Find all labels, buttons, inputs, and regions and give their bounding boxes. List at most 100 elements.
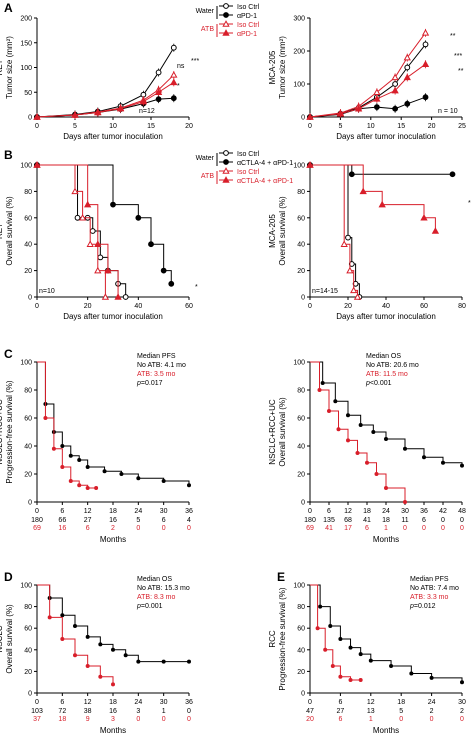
risk-table-cell: 0 [460,517,464,524]
stats-title: Median OS [366,353,401,360]
panel-letter-D: D [4,570,13,584]
data-point [116,104,125,112]
censor-mark [68,479,73,483]
risk-table-cell: 0 [430,716,434,723]
censor-mark [68,453,73,458]
data-point [170,44,177,51]
censor-mark [98,674,103,679]
censor-mark [98,642,103,647]
data-point [391,86,399,94]
risk-table-cell: 180 [31,517,43,524]
data-point [148,241,154,248]
data-point [155,69,162,76]
stats-no-atb: No ATB: 7.4 mo [410,585,459,592]
censor-mark [60,465,65,469]
data-point [404,100,411,107]
series-line [36,47,175,118]
stats-atb: ATB: 8.3 mo [137,594,175,601]
risk-table-cell: 16 [109,517,117,524]
y-axis-title: Overall survival (%) [5,604,14,674]
sample-size-note: n=10 [39,288,55,295]
y-axis-title-top: RET [0,59,4,75]
x-tick-label: 48 [458,508,466,515]
risk-table-cell: 0 [162,716,166,723]
data-point [373,95,381,102]
risk-table-cell: 1 [384,525,388,532]
x-tick-label: 20 [185,123,193,130]
risk-table-cell: 38 [84,708,92,715]
x-tick-label: 6 [338,699,342,706]
y-tick-label: 0 [28,115,32,122]
y-axis-title: Tumor size (mm²) [278,36,287,99]
panel-letter-A: A [4,1,13,15]
legend-marker [222,167,230,174]
risk-table-cell: 6 [338,716,342,723]
censor-mark [123,653,128,658]
y-axis-title-top: NSCLC+RCC+UC [0,399,4,465]
stats-atb: ATB: 11.5 mo [366,371,408,378]
x-tick-label: 40 [134,303,142,310]
censor-mark [51,446,56,451]
y-tick-label: 60 [24,215,32,222]
risk-table-cell: 18 [382,517,390,524]
series-line [310,164,453,175]
x-tick-label: 42 [439,508,447,515]
series-line [37,164,127,297]
y-tick-label: 0 [28,500,32,507]
y-tick-label: 80 [24,604,32,611]
x-tick-label: 18 [397,699,405,706]
censor-mark [403,500,407,504]
censor-mark [77,483,82,488]
x-tick-label: 15 [397,123,405,130]
censor-mark [111,647,115,652]
risk-table-cell: 135 [323,517,335,524]
data-point [350,286,358,294]
censor-mark [161,659,166,664]
series-line [310,361,406,502]
data-point [160,267,167,274]
y-tick-label: 100 [20,583,32,590]
censor-mark [317,388,322,392]
y-tick-label: 0 [301,115,305,122]
y-tick-label: 20 [24,472,32,479]
censor-mark [187,483,191,488]
x-tick-label: 12 [84,508,92,515]
risk-table-cell: 2 [111,525,115,532]
risk-table-cell: 9 [86,716,90,723]
data-point [86,240,94,247]
x-tick-label: 0 [35,303,39,310]
censor-mark [441,460,445,465]
y-tick-label: 0 [301,295,305,302]
data-point [378,200,386,208]
x-tick-label: 24 [428,699,436,706]
censor-mark [318,604,323,609]
y-tick-label: 20 [297,472,305,479]
significance-label: ** [450,33,456,40]
censor-mark [187,659,191,664]
risk-table-cell: 0 [441,525,445,532]
x-tick-label: 25 [458,123,466,130]
data-point [306,161,314,168]
x-tick-label: 6 [60,699,64,706]
risk-table-cell: 103 [31,708,43,715]
y-tick-label: 100 [293,82,305,89]
data-point [431,227,440,234]
x-tick-label: 6 [327,508,331,515]
data-point [373,104,380,110]
stats-no-atb: No ATB: 20.6 mo [366,362,419,369]
risk-table-cell: 1 [162,708,166,715]
risk-table-cell: 41 [325,525,333,532]
data-point [421,60,430,67]
y-tick-label: 100 [20,163,32,170]
legend-group-label: Water [196,155,215,162]
y-tick-label: 40 [24,444,32,451]
data-point [422,94,429,101]
series-line [310,164,360,297]
y-tick-label: 0 [28,691,32,698]
censor-mark [60,637,65,641]
risk-table-cell: 47 [306,708,314,715]
series-line [37,361,190,486]
y-tick-label: 100 [20,65,32,72]
